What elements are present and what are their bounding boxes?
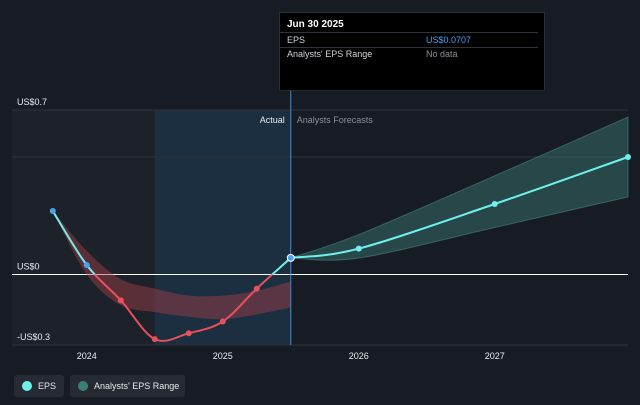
x-tick-label: 2025 [213, 351, 233, 361]
y-axis-ticks: US$0.7 US$0 -US$0.3 [17, 97, 50, 342]
y-tick-label: -US$0.3 [17, 332, 50, 342]
forecast-line [290, 156, 629, 259]
y-tick-label: US$0.7 [17, 97, 47, 107]
eps-line-negative [93, 274, 274, 342]
tooltip-date: Jun 30 2025 [287, 19, 344, 30]
tooltip-range-value: No data [426, 49, 458, 59]
x-tick-label: 2024 [77, 351, 97, 361]
series-lines [51, 156, 629, 342]
range-legend-icon [78, 381, 88, 391]
forecast-range-band [290, 116, 629, 261]
forecast-label: Analysts Forecasts [297, 115, 374, 125]
eps-data-point [49, 208, 56, 215]
y-tick-label: US$0 [17, 262, 40, 272]
tooltip-eps-label: EPS [287, 35, 306, 45]
forecast-data-point [625, 154, 631, 160]
highlight-shade [154, 110, 291, 345]
legend-range-label: Analysts' EPS Range [94, 381, 180, 391]
gridlines [12, 109, 628, 346]
x-axis-ticks: 2024 2025 2026 2027 [77, 351, 505, 361]
tooltip-eps-value: US$0.0707 [426, 35, 472, 45]
forecast-data-point [355, 245, 362, 252]
eps-data-point [253, 285, 260, 292]
hover-tooltip: Jun 30 2025 EPS US$0.0707 Analysts' EPS … [279, 12, 545, 91]
forecast-data-point [491, 201, 498, 207]
x-tick-label: 2027 [485, 351, 505, 361]
eps-legend-icon [22, 381, 32, 391]
eps-data-point [286, 253, 295, 262]
actual-label: Actual [260, 115, 285, 125]
eps-data-point [151, 336, 158, 343]
legend-eps-label: EPS [38, 381, 57, 391]
tooltip-range-label: Analysts' EPS Range [287, 49, 373, 59]
eps-data-point [83, 262, 90, 269]
legend-analysts-range[interactable]: Analysts' EPS Range [70, 375, 185, 397]
tooltip-row-range: Analysts' EPS Range No data [280, 47, 538, 61]
tooltip-row-eps: EPS US$0.0707 [280, 32, 538, 48]
eps-data-point [219, 318, 226, 325]
eps-data-point [117, 297, 124, 304]
series-points [49, 154, 631, 343]
eps-data-point [185, 330, 192, 337]
x-tick-label: 2026 [349, 351, 369, 361]
eps-line-positive [51, 210, 292, 275]
legend-eps[interactable]: EPS [14, 375, 64, 397]
